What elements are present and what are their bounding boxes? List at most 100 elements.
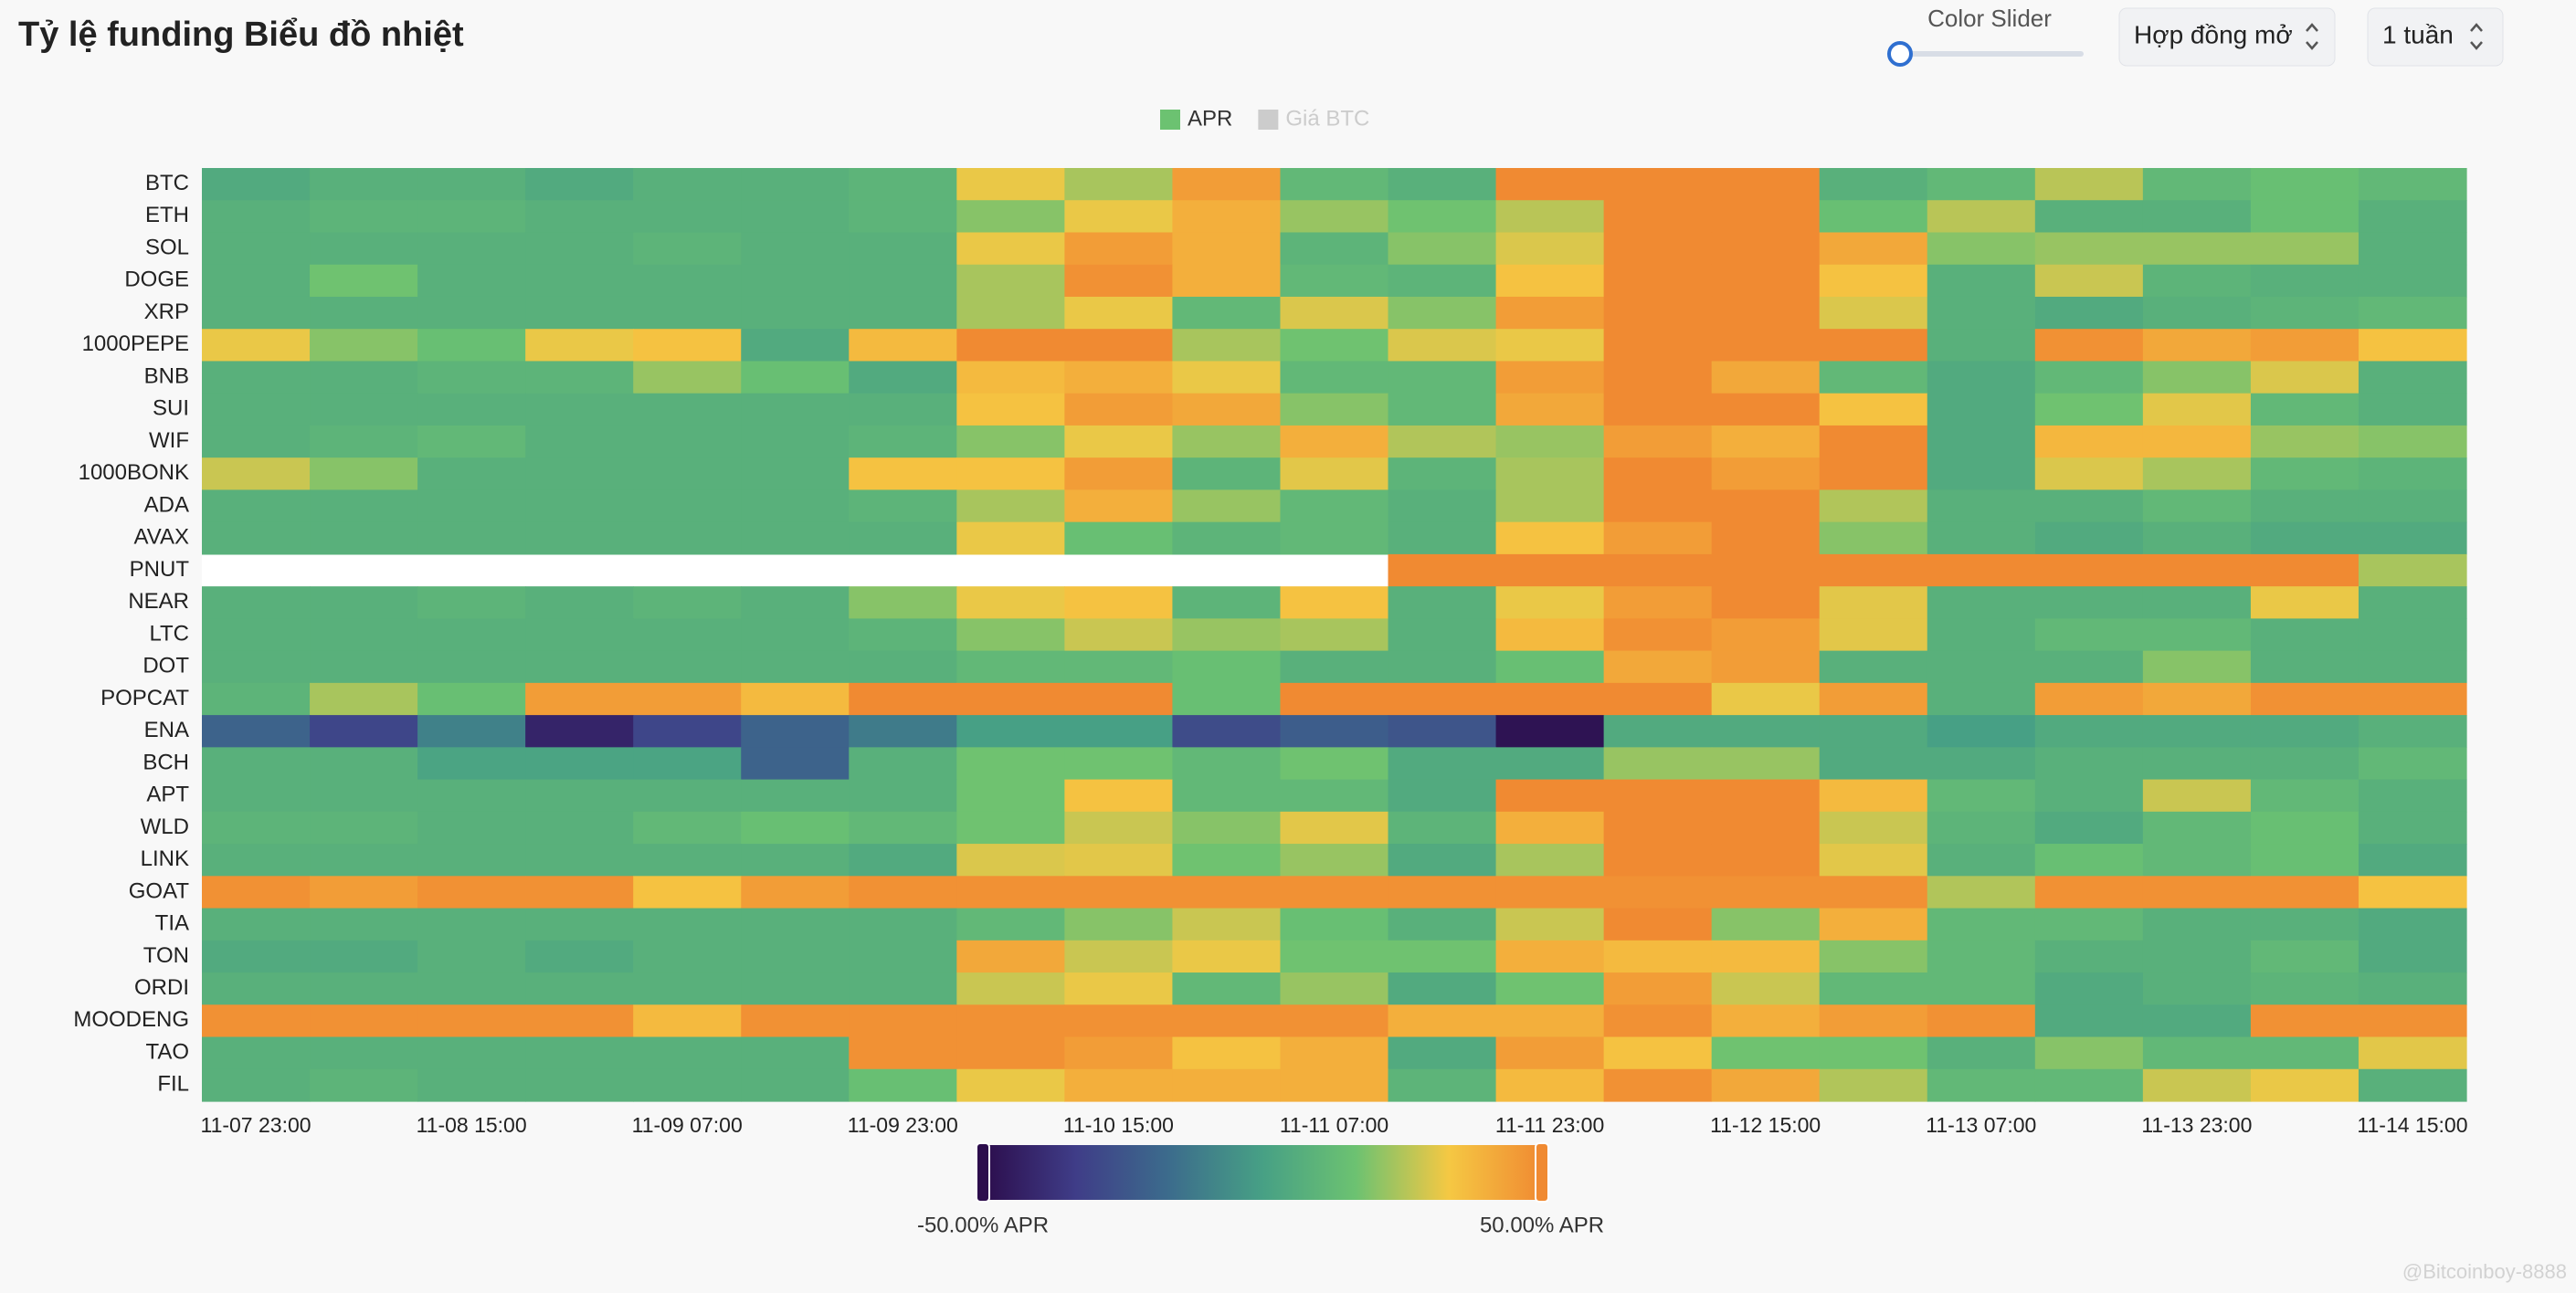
heat-cell	[2250, 264, 2360, 298]
select-text[interactable]: 1 tuần	[2382, 20, 2454, 48]
heat-cell	[1172, 682, 1282, 716]
heat-cell	[2142, 618, 2252, 652]
heat-cell	[1711, 618, 1821, 652]
heat-cell	[202, 650, 311, 684]
y-tick-label: LTC	[149, 621, 189, 646]
select-box[interactable]	[2367, 7, 2504, 67]
y-tick-label: FIL	[157, 1072, 189, 1097]
heat-cell	[1172, 586, 1282, 619]
heat-cell	[2034, 200, 2144, 234]
heat-cell	[1064, 586, 1174, 619]
heat-cell	[741, 1068, 850, 1102]
heat-cell	[417, 168, 526, 201]
heat-cell	[1711, 200, 1821, 234]
heat-cell	[417, 844, 526, 877]
heat-cell	[1280, 1068, 1389, 1102]
heat-cell	[1280, 844, 1389, 877]
x-tick-label: 11-10 15:00	[1063, 1113, 1174, 1137]
heat-cell	[417, 972, 526, 1005]
heat-cell	[310, 747, 418, 781]
heat-cell	[849, 940, 957, 973]
heat-cell	[1819, 1068, 1928, 1102]
heat-cell	[956, 264, 1065, 298]
heat-cell	[417, 747, 526, 781]
legend-label: APR	[1188, 106, 1232, 131]
heat-cell	[2250, 296, 2360, 330]
y-tick-label: ADA	[144, 492, 189, 517]
heat-cell	[633, 296, 742, 330]
heat-cell	[1280, 457, 1389, 491]
heat-cell	[1603, 715, 1713, 748]
heat-cell	[2358, 168, 2467, 201]
heat-cell	[525, 457, 634, 491]
heat-cell	[525, 1068, 634, 1102]
heat-cell	[2250, 779, 2360, 813]
heat-cell	[1819, 521, 1928, 555]
contract-select[interactable]: Hợp đồng mở	[2118, 7, 2336, 67]
heat-cell	[1172, 844, 1282, 877]
y-tick-label: APT	[146, 783, 189, 807]
heat-cell	[2250, 361, 2360, 394]
heat-cell	[1172, 232, 1282, 266]
x-tick-label: 11-12 15:00	[1710, 1113, 1821, 1137]
heat-cell	[1064, 682, 1174, 716]
heat-cell	[1927, 168, 2036, 201]
heat-cell	[1603, 908, 1713, 941]
heat-cell	[741, 876, 850, 909]
heat-cell	[310, 361, 418, 394]
heat-cell	[2034, 425, 2144, 458]
heat-cell	[1495, 521, 1605, 555]
heat-cell	[849, 361, 957, 394]
heat-cell	[310, 715, 418, 748]
heat-cell	[1819, 457, 1928, 491]
select-box[interactable]	[2118, 7, 2336, 67]
heat-cell	[1603, 972, 1713, 1005]
heat-cell	[2034, 393, 2144, 426]
heat-cell	[1927, 393, 2036, 426]
heat-cell	[1819, 425, 1928, 458]
heat-cell	[2358, 876, 2467, 909]
heat-cell	[1280, 618, 1389, 652]
heat-cell	[1711, 521, 1821, 555]
heat-cell	[849, 264, 957, 298]
heat-cell	[2142, 682, 2252, 716]
y-tick-label: SOL	[145, 235, 189, 259]
y-tick-label: ETH	[145, 203, 189, 227]
heat-cell	[202, 682, 311, 716]
heat-cell	[849, 972, 957, 1005]
heat-cell	[741, 844, 850, 877]
slider-knob[interactable]	[1887, 41, 1913, 67]
heat-cell	[202, 489, 311, 523]
x-tick-label: 11-08 15:00	[417, 1113, 527, 1137]
period-select[interactable]: 1 tuần	[2367, 7, 2504, 67]
heat-cell	[525, 747, 634, 781]
y-tick-label: XRP	[144, 300, 189, 324]
heat-cell	[525, 521, 634, 555]
heat-cell	[2250, 876, 2360, 909]
heat-cell	[1603, 361, 1713, 394]
heat-cell	[1603, 232, 1713, 266]
heat-cell	[202, 908, 311, 941]
heat-cell	[1064, 168, 1174, 201]
select-text[interactable]: Hợp đồng mở	[2134, 20, 2293, 48]
heat-cell	[202, 425, 311, 458]
heat-cell	[1388, 682, 1497, 716]
heat-cell	[1172, 811, 1282, 845]
heat-cell	[417, 489, 526, 523]
heat-cell	[2142, 876, 2252, 909]
heat-cell	[956, 168, 1065, 201]
heat-cell	[1388, 168, 1497, 201]
heat-cell	[1603, 876, 1713, 909]
heat-cell	[849, 521, 957, 555]
heat-cell	[1172, 393, 1282, 426]
heat-cell	[741, 972, 850, 1005]
heat-cell	[849, 747, 957, 781]
heat-cell	[1603, 586, 1713, 619]
heat-cell	[1495, 811, 1605, 845]
heat-cell	[1064, 425, 1174, 458]
heat-cell	[1711, 393, 1821, 426]
heat-cell	[1388, 553, 1497, 587]
heat-cell	[1388, 972, 1497, 1005]
heat-cell	[2358, 200, 2467, 234]
